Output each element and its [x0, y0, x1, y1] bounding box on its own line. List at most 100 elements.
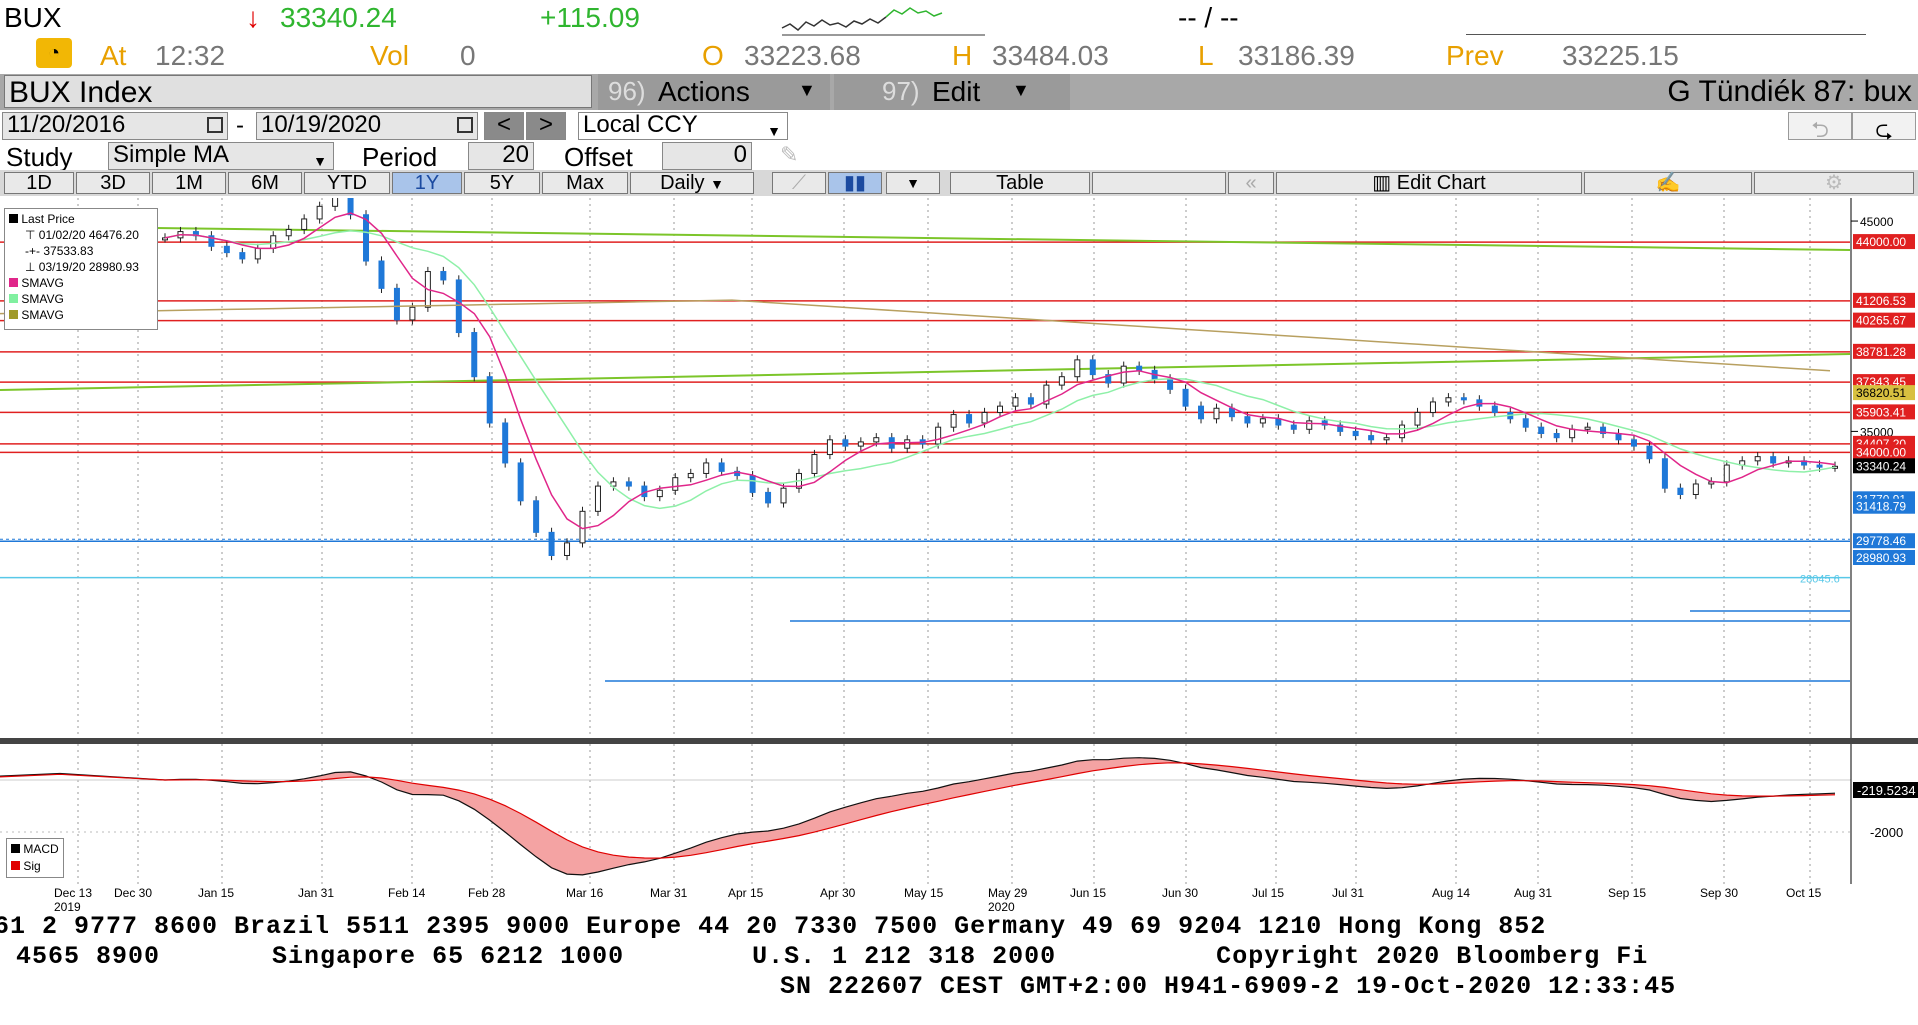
- blank-tool-button[interactable]: [1092, 172, 1226, 194]
- legend-swatch-olive: [9, 310, 18, 319]
- candle-body: [1012, 397, 1019, 407]
- legend-title: Last Price: [21, 212, 75, 226]
- edit-num: 97): [882, 76, 920, 106]
- range-6m-button[interactable]: 6M: [228, 172, 302, 194]
- candle-body: [1290, 424, 1297, 430]
- range-5y-button[interactable]: 5Y: [464, 172, 540, 194]
- currency-select[interactable]: Local CCY ▼: [578, 112, 788, 140]
- period-input[interactable]: 20: [468, 142, 534, 170]
- candle-body: [857, 441, 864, 447]
- table-button[interactable]: Table: [950, 172, 1090, 194]
- candle-body: [1754, 456, 1761, 462]
- axis-value-box: [1853, 458, 1915, 474]
- candle-body: [208, 235, 215, 247]
- actions-menu[interactable]: 96) Actions ▼: [598, 74, 830, 110]
- candle-body: [1522, 418, 1529, 428]
- prev-label: Prev: [1446, 40, 1504, 71]
- date-year-label: 2019: [54, 900, 81, 914]
- axis-value-label: 38781.28: [1856, 345, 1906, 359]
- candle-body: [347, 198, 354, 216]
- date-tick-label: Mar 16: [566, 886, 604, 900]
- prev-period-button[interactable]: <: [484, 112, 524, 140]
- axis-value-box: [1853, 444, 1915, 460]
- candle-body: [625, 481, 632, 487]
- candle-body: [950, 414, 957, 428]
- next-period-button[interactable]: >: [526, 112, 566, 140]
- pencil-icon[interactable]: ✎: [780, 142, 799, 167]
- price-chart[interactable]: 46476.204500044000.0041206.5340265.67387…: [0, 198, 1918, 738]
- sma-mid-line: [164, 229, 1836, 510]
- date-tick-label: Jan 31: [298, 886, 335, 900]
- sma-short-line: [164, 212, 1836, 530]
- candle-body: [765, 491, 772, 504]
- candle-body: [1167, 378, 1174, 390]
- offset-input[interactable]: 0: [662, 142, 752, 170]
- prev-value: 33225.15: [1562, 40, 1679, 71]
- range-1m-button[interactable]: 1M: [152, 172, 226, 194]
- candle-body: [393, 287, 400, 321]
- bar-chart-type-button[interactable]: ▮▮: [828, 172, 882, 194]
- start-date-field[interactable]: 11/20/2016: [2, 112, 228, 140]
- undo-button[interactable]: ⮌: [1788, 112, 1852, 142]
- end-date-field[interactable]: 10/19/2020: [256, 112, 478, 140]
- candle-body: [1306, 420, 1313, 430]
- calendar-icon[interactable]: [207, 117, 223, 133]
- candle-body: [703, 462, 710, 474]
- candle-body: [502, 422, 509, 464]
- vertical-gridlines: [77, 198, 1811, 738]
- user-workspace: G Tündiék 87: bux: [1667, 75, 1912, 108]
- line-chart-type-button[interactable]: ⟋: [772, 172, 826, 194]
- date-year-label: 2020: [988, 900, 1015, 914]
- candle-body: [1352, 430, 1359, 437]
- legend-swatch-red: [11, 861, 20, 870]
- range-3d-button[interactable]: 3D: [76, 172, 150, 194]
- candle-body: [826, 439, 833, 456]
- chart-type-dropdown[interactable]: ▼: [886, 172, 940, 194]
- redo-button[interactable]: ⮎: [1852, 112, 1916, 142]
- axis-value-label: 34000.00: [1856, 445, 1906, 459]
- edit-chart-button[interactable]: ▥ Edit Chart: [1276, 172, 1582, 194]
- macd-line: [0, 757, 1836, 876]
- calendar-icon[interactable]: [457, 117, 473, 133]
- legend-swatch-black: [11, 844, 20, 853]
- candle-body: [1089, 359, 1096, 376]
- candle-body: [471, 332, 478, 378]
- open-label: O: [702, 40, 724, 71]
- candle-body: [904, 439, 911, 449]
- candle-body: [1058, 376, 1065, 386]
- trendlines: [0, 227, 1851, 682]
- actions-label: Actions: [658, 76, 750, 107]
- security-field[interactable]: BUX Index: [4, 75, 592, 109]
- study-select[interactable]: Simple MA ▼: [108, 142, 334, 170]
- annotate-button[interactable]: ✍: [1584, 172, 1752, 194]
- date-tick-label: Feb 14: [388, 886, 426, 900]
- legend-last-price: Last Price: [9, 211, 153, 227]
- macd-chart[interactable]: -219.5234 -2000: [0, 744, 1918, 884]
- edit-menu[interactable]: 97) Edit ▼: [834, 74, 1070, 110]
- candle-body: [1074, 359, 1081, 378]
- range-max-button[interactable]: Max: [542, 172, 628, 194]
- panel-divider[interactable]: [0, 738, 1918, 744]
- legend-avg: -+- 37533.83: [25, 244, 94, 258]
- frequency-select[interactable]: Daily ▼: [630, 172, 754, 194]
- range-1y-button[interactable]: 1Y: [392, 172, 462, 194]
- date-tick-label: Dec 13: [54, 886, 93, 900]
- range-ytd-button[interactable]: YTD: [304, 172, 390, 194]
- date-tick-label: Jul 31: [1332, 886, 1365, 900]
- ticker-tape: 61 2 9777 8600 Brazil 5511 2395 9000 Eur…: [0, 912, 1918, 1025]
- macd-legend[interactable]: MACD Sig: [6, 838, 64, 878]
- vol-value: 0: [460, 40, 476, 71]
- settings-button[interactable]: ⚙: [1754, 172, 1914, 194]
- candle-body: [1337, 424, 1344, 432]
- chart-legend[interactable]: Last Price ⊤ 01/02/20 46476.20 -+- 37533…: [4, 208, 158, 330]
- quote-header: BUX ↓ 33340.24 +115.09 -- / -- ◔ At 12:3…: [0, 0, 1918, 71]
- candle-body: [1692, 483, 1699, 495]
- bloomberg-alert-icon[interactable]: ◔: [36, 38, 72, 68]
- candle-body: [734, 470, 741, 477]
- range-1d-button[interactable]: 1D: [4, 172, 74, 194]
- date-tick-label: Apr 15: [728, 886, 764, 900]
- actions-num: 96): [608, 76, 646, 106]
- last-price: 33340.24: [280, 2, 397, 33]
- candle-body: [1646, 445, 1653, 460]
- collapse-left-button[interactable]: «: [1228, 172, 1274, 194]
